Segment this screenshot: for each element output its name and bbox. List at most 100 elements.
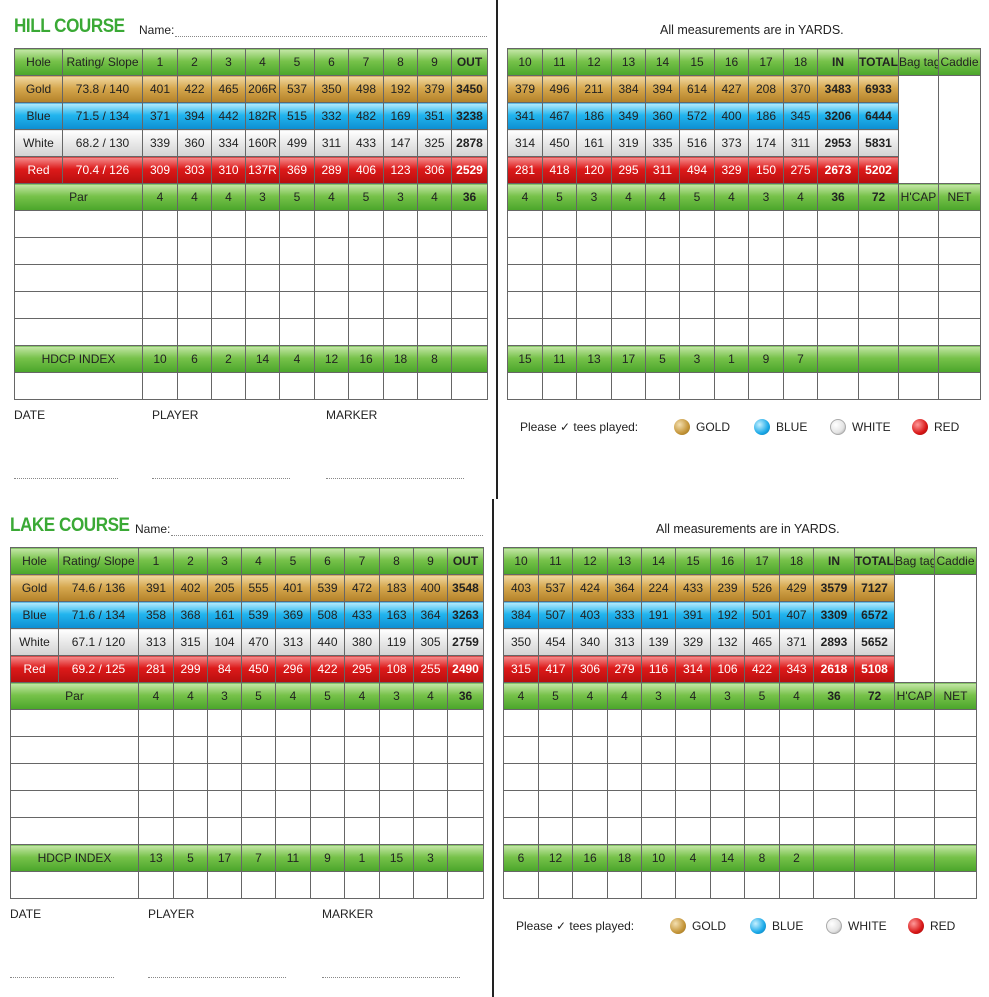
score-cell[interactable] — [177, 210, 212, 238]
score-cell[interactable] — [817, 318, 859, 346]
score-cell[interactable] — [310, 736, 345, 764]
score-cell[interactable] — [241, 709, 276, 737]
extra-cell[interactable] — [779, 871, 814, 899]
score-cell[interactable] — [854, 763, 895, 791]
score-cell[interactable] — [279, 291, 315, 319]
extra-cell[interactable] — [173, 871, 208, 899]
extra-cell[interactable] — [344, 871, 380, 899]
score-cell[interactable] — [177, 264, 212, 292]
score-cell[interactable] — [447, 736, 484, 764]
score-cell[interactable] — [177, 237, 212, 265]
player-signature-field[interactable] — [152, 478, 290, 479]
tee-option-red[interactable]: RED — [912, 419, 972, 435]
score-cell[interactable] — [413, 763, 448, 791]
player-name-cell[interactable] — [10, 736, 139, 764]
extra-cell[interactable] — [641, 871, 676, 899]
score-cell[interactable] — [645, 318, 680, 346]
score-cell[interactable] — [344, 709, 380, 737]
score-cell[interactable] — [279, 264, 315, 292]
extra-cell[interactable] — [138, 871, 174, 899]
extra-cell[interactable] — [572, 871, 608, 899]
score-cell[interactable] — [645, 264, 680, 292]
score-cell[interactable] — [383, 210, 418, 238]
score-cell[interactable] — [894, 790, 935, 818]
score-cell[interactable] — [447, 817, 484, 845]
score-cell[interactable] — [344, 790, 380, 818]
score-cell[interactable] — [641, 790, 676, 818]
score-cell[interactable] — [348, 264, 384, 292]
player-signature-field[interactable] — [148, 977, 286, 978]
score-cell[interactable] — [894, 736, 935, 764]
score-cell[interactable] — [744, 736, 780, 764]
score-cell[interactable] — [858, 291, 899, 319]
score-cell[interactable] — [611, 237, 646, 265]
score-cell[interactable] — [348, 291, 384, 319]
score-cell[interactable] — [417, 264, 452, 292]
score-cell[interactable] — [710, 709, 745, 737]
extra-cell[interactable] — [207, 871, 242, 899]
score-cell[interactable] — [679, 291, 715, 319]
score-cell[interactable] — [934, 817, 977, 845]
score-cell[interactable] — [413, 817, 448, 845]
score-cell[interactable] — [173, 709, 208, 737]
score-cell[interactable] — [748, 210, 784, 238]
score-cell[interactable] — [451, 264, 488, 292]
score-cell[interactable] — [310, 790, 345, 818]
score-cell[interactable] — [348, 210, 384, 238]
score-cell[interactable] — [348, 237, 384, 265]
score-cell[interactable] — [645, 210, 680, 238]
extra-cell[interactable] — [854, 871, 895, 899]
extra-cell[interactable] — [451, 372, 488, 400]
score-cell[interactable] — [379, 736, 414, 764]
score-cell[interactable] — [542, 291, 577, 319]
extra-cell[interactable] — [898, 372, 939, 400]
score-cell[interactable] — [744, 763, 780, 791]
score-cell[interactable] — [507, 237, 543, 265]
score-cell[interactable] — [898, 318, 939, 346]
bag-tag-field[interactable] — [894, 574, 935, 683]
extra-cell[interactable] — [607, 871, 642, 899]
score-cell[interactable] — [813, 763, 855, 791]
extra-cell[interactable] — [245, 372, 280, 400]
extra-cell[interactable] — [710, 871, 745, 899]
score-cell[interactable] — [858, 210, 899, 238]
score-cell[interactable] — [938, 291, 981, 319]
score-cell[interactable] — [245, 291, 280, 319]
tee-option-gold[interactable]: GOLD — [670, 918, 750, 934]
extra-cell[interactable] — [211, 372, 246, 400]
score-cell[interactable] — [783, 210, 818, 238]
score-cell[interactable] — [641, 817, 676, 845]
score-cell[interactable] — [142, 318, 178, 346]
score-cell[interactable] — [417, 318, 452, 346]
score-cell[interactable] — [576, 264, 612, 292]
score-cell[interactable] — [275, 736, 311, 764]
score-cell[interactable] — [142, 210, 178, 238]
score-cell[interactable] — [645, 237, 680, 265]
score-cell[interactable] — [507, 264, 543, 292]
score-cell[interactable] — [679, 318, 715, 346]
score-cell[interactable] — [538, 790, 573, 818]
extra-cell[interactable] — [858, 372, 899, 400]
bag-tag-field[interactable] — [898, 75, 939, 184]
score-cell[interactable] — [858, 264, 899, 292]
score-cell[interactable] — [142, 264, 178, 292]
score-cell[interactable] — [679, 237, 715, 265]
score-cell[interactable] — [207, 817, 242, 845]
score-cell[interactable] — [898, 264, 939, 292]
score-cell[interactable] — [854, 736, 895, 764]
score-cell[interactable] — [245, 237, 280, 265]
extra-cell[interactable] — [310, 871, 345, 899]
extra-cell[interactable] — [279, 372, 315, 400]
extra-cell[interactable] — [813, 871, 855, 899]
name-field[interactable] — [171, 535, 483, 536]
score-cell[interactable] — [641, 763, 676, 791]
score-cell[interactable] — [413, 709, 448, 737]
score-cell[interactable] — [383, 264, 418, 292]
score-cell[interactable] — [379, 763, 414, 791]
score-cell[interactable] — [934, 790, 977, 818]
score-cell[interactable] — [542, 237, 577, 265]
score-cell[interactable] — [275, 709, 311, 737]
score-cell[interactable] — [779, 817, 814, 845]
score-cell[interactable] — [576, 237, 612, 265]
score-cell[interactable] — [207, 763, 242, 791]
